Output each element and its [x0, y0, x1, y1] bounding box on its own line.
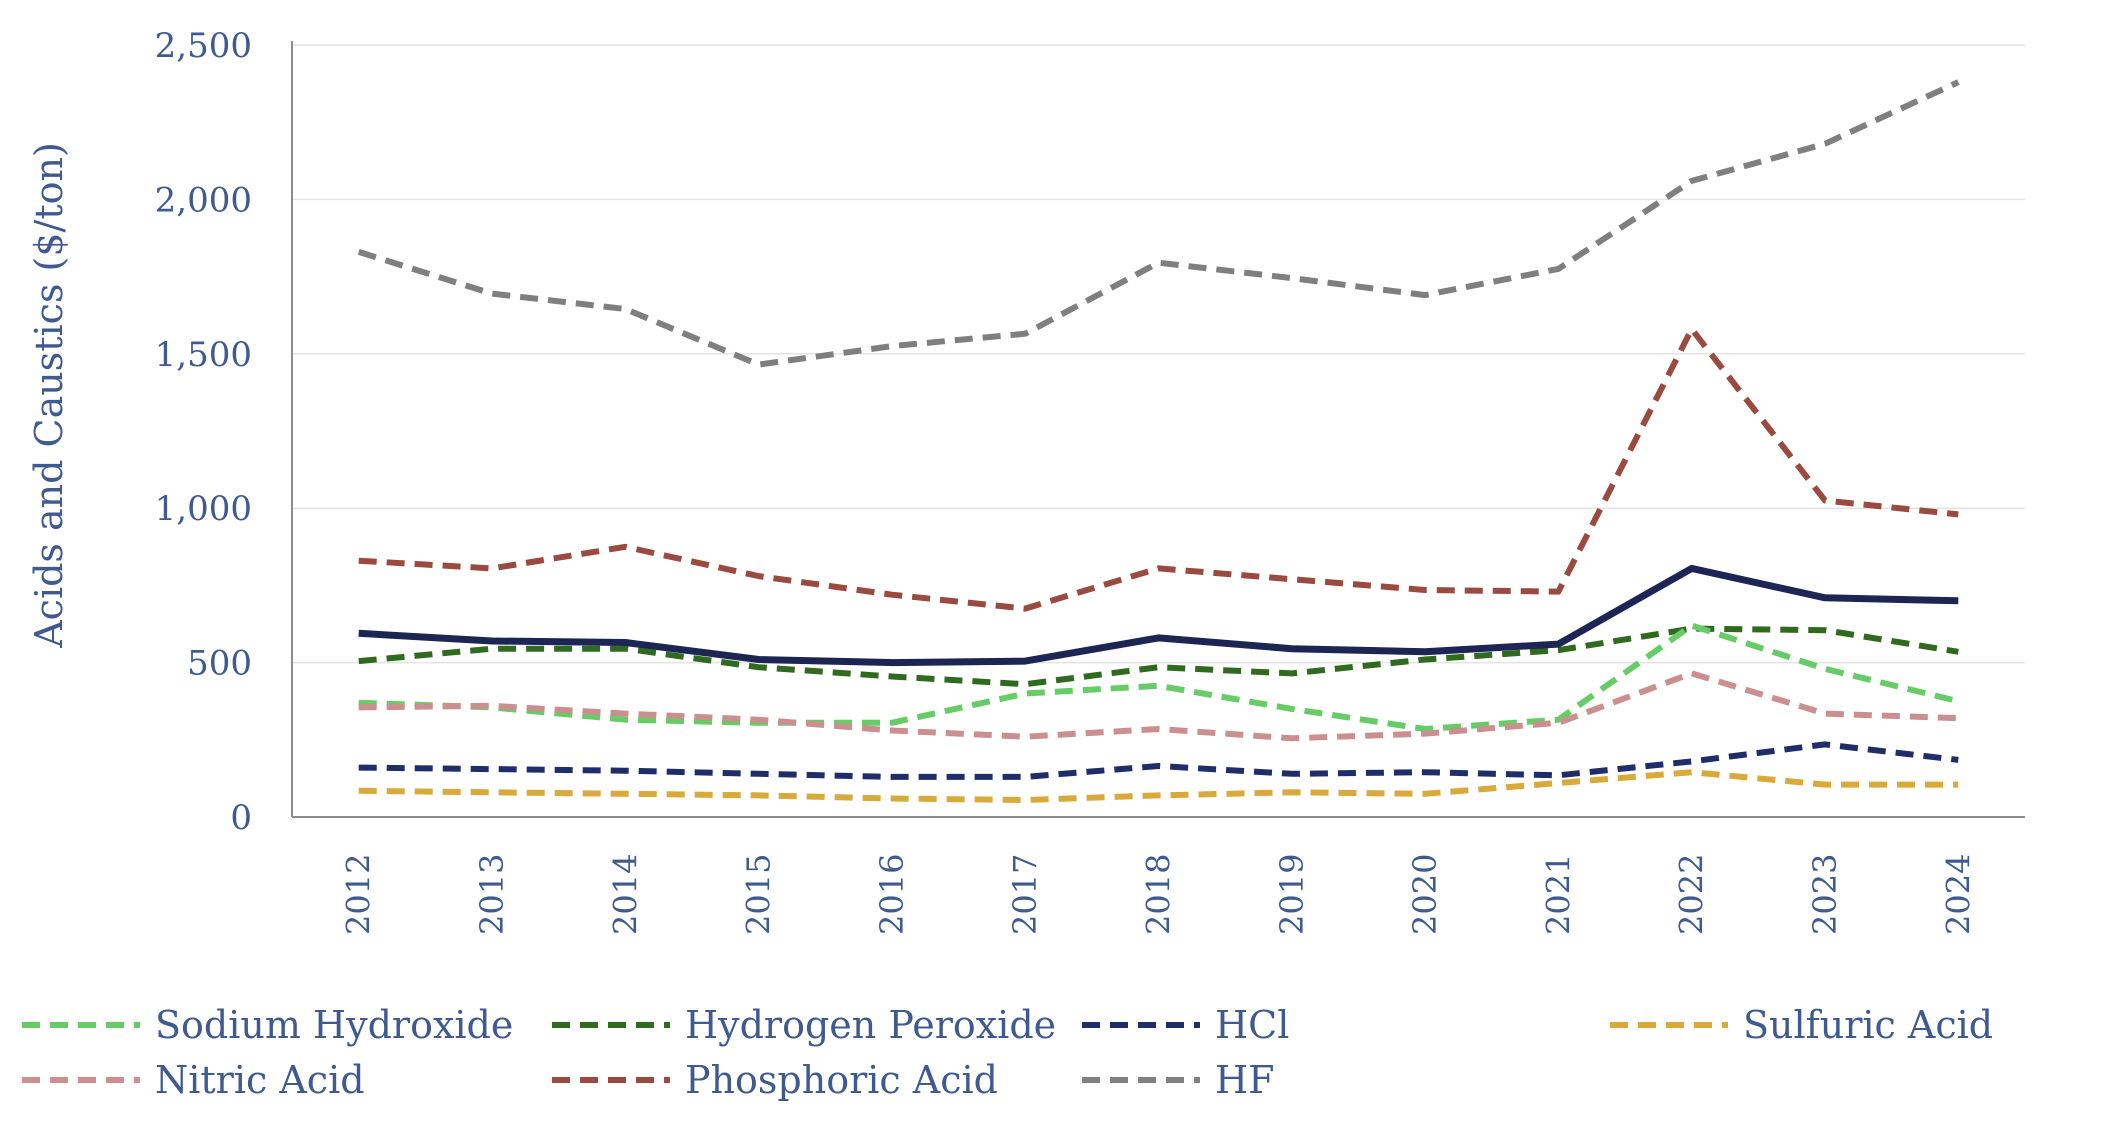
series-line-hcl	[358, 741, 1959, 780]
series-line-nitric-acid	[358, 670, 1959, 742]
gridlines	[292, 44, 2025, 664]
legend-label: Sodium Hydroxide	[155, 1003, 513, 1047]
legend-item: HCl	[1082, 1003, 1289, 1047]
x-tick-label: 2021	[1539, 854, 1577, 935]
legend-item: Sodium Hydroxide	[22, 1003, 513, 1047]
y-tick-label: 1,500	[155, 335, 252, 375]
legend-label: HF	[1215, 1058, 1275, 1102]
x-tick-label: 2016	[873, 854, 911, 935]
legend-item: Nitric Acid	[22, 1058, 365, 1102]
x-tick-label: 2012	[340, 854, 378, 935]
series-line-solid	[358, 564, 1959, 667]
x-tick-label: 2013	[473, 854, 511, 935]
legend-item: HF	[1082, 1058, 1275, 1102]
x-tick-label: 2018	[1140, 854, 1178, 935]
x-tick-label: 2022	[1673, 854, 1711, 935]
y-tick-label: 2,500	[155, 26, 252, 66]
x-tick-label: 2014	[606, 854, 644, 935]
legend-item: Phosphoric Acid	[552, 1058, 998, 1102]
x-tick-label: 2019	[1273, 854, 1311, 935]
legend-label: Hydrogen Peroxide	[685, 1003, 1056, 1047]
y-axis-label: Acids and Caustics ($/ton)	[27, 142, 71, 649]
y-tick-label: 1,000	[155, 489, 252, 529]
x-tick-label: 2023	[1806, 854, 1844, 935]
legend: Sodium Hydroxide Hydrogen Peroxide HCl Sulf…	[22, 1003, 1993, 1102]
legend-label: HCl	[1215, 1003, 1289, 1047]
legend-label: Nitric Acid	[155, 1058, 365, 1102]
series-line-hydrogen-peroxide	[358, 625, 1959, 688]
x-tick-label: 2015	[740, 854, 778, 935]
y-tick-labels: 0 500 1,000 1,500 2,000 2,500	[155, 26, 252, 838]
y-tick-label: 500	[187, 644, 252, 684]
x-tick-label: 2020	[1406, 854, 1444, 935]
x-tick-labels: 2012 2013 2014 2015 2016 2017 2018 2019 2020 2021…	[340, 854, 1978, 935]
y-tick-label: 0	[230, 798, 252, 838]
series-line-hf	[357, 79, 1960, 368]
series-line-sulfuric-acid	[358, 769, 1959, 803]
legend-item: Sulfuric Acid	[1610, 1003, 1993, 1047]
series-line-phosphoric-acid	[358, 326, 1959, 612]
x-tick-label: 2024	[1939, 854, 1977, 935]
legend-label: Sulfuric Acid	[1743, 1003, 1993, 1047]
legend-item: Hydrogen Peroxide	[552, 1003, 1056, 1047]
series-line-sodium-hydroxide	[358, 622, 1960, 732]
series-lines	[357, 79, 1960, 803]
y-tick-label: 2,000	[155, 180, 252, 220]
legend-label: Phosphoric Acid	[685, 1058, 998, 1102]
x-tick-label: 2017	[1006, 854, 1044, 935]
axes	[291, 41, 2025, 818]
